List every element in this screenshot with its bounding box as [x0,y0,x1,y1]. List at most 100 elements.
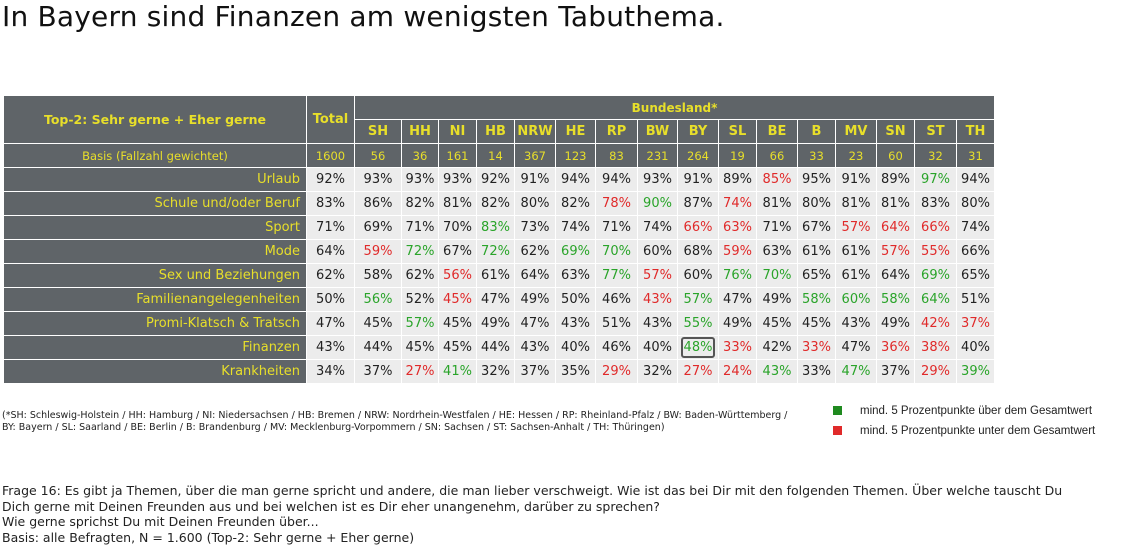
value-cell: 69% [354,215,402,240]
value-label: 32% [481,364,510,379]
total-header: Total [306,95,355,144]
state-header: NI [438,119,477,144]
value-label: 74% [723,196,752,211]
value-cell: 63% [718,215,757,240]
value-cell: 45% [756,311,798,336]
value-label: 45% [762,316,792,331]
value-cell: 70% [595,239,638,264]
value-label: 58% [802,292,831,307]
total-value: 47% [306,311,355,336]
row-label: Krankheiten [3,359,307,384]
value-cell: 38% [914,335,957,360]
value-cell: 82% [401,191,439,216]
value-cell: 37% [354,359,402,384]
value-cell: 37% [956,311,995,336]
table-row: Urlaub 92% 93% 93% 93% 92% 91% 94% 94% 93% 91% 89% 8… [3,167,995,192]
value-label: 43% [762,364,792,379]
value-cell: 51% [956,287,995,312]
value-cell: 45% [354,311,402,336]
total-value: 43% [306,335,355,360]
value-cell: 93% [401,167,439,192]
value-label: 93% [443,172,472,187]
value-cell: 66% [914,215,957,240]
value-cell: 46% [595,287,638,312]
value-cell: 43% [514,335,556,360]
value-cell: 83% [914,191,957,216]
value-label: 47% [841,340,871,355]
value-label: 97% [921,172,950,187]
value-cell: 69% [914,263,957,288]
value-cell: 97% [914,167,957,192]
value-cell: 70% [756,263,798,288]
value-cell: 66% [956,239,995,264]
basis-value: 264 [677,143,719,168]
state-header: RP [595,119,638,144]
value-label: 66% [961,244,990,259]
value-cell: 49% [476,311,515,336]
value-cell: 42% [914,311,957,336]
value-cell: 33% [797,335,836,360]
value-cell: 55% [914,239,957,264]
basis-label: Basis (Fallzahl gewichtet) [3,143,307,168]
state-header: B [797,119,836,144]
value-cell: 57% [677,287,719,312]
value-cell: 35% [555,359,596,384]
state-header: HB [476,119,515,144]
value-cell: 37% [514,359,556,384]
value-cell: 72% [476,239,515,264]
value-label: 33% [802,364,831,379]
value-label: 59% [723,244,752,259]
value-label: 46% [602,292,631,307]
value-cell: 57% [876,239,915,264]
value-cell: 74% [956,215,995,240]
value-cell: 71% [756,215,798,240]
value-label: 71% [602,220,631,235]
value-label: 74% [961,220,990,235]
value-cell: 61% [835,263,877,288]
value-cell: 43% [835,311,877,336]
value-cell: 72% [401,239,439,264]
value-cell: 64% [914,287,957,312]
value-label: 43% [643,316,672,331]
value-label: 94% [561,172,590,187]
value-cell: 61% [476,263,515,288]
value-label: 29% [602,364,631,379]
basis-value: 83 [595,143,638,168]
value-label: 68% [683,244,713,259]
value-label: 49% [520,292,550,307]
value-cell: 58% [876,287,915,312]
value-label: 46% [602,340,631,355]
value-label: 70% [602,244,631,259]
state-header: SN [876,119,915,144]
value-label: 51% [602,316,631,331]
value-cell: 52% [401,287,439,312]
value-cell: 81% [438,191,477,216]
value-cell: 64% [876,215,915,240]
value-cell: 29% [914,359,957,384]
value-label: 80% [520,196,550,211]
value-cell: 51% [595,311,638,336]
value-cell: 86% [354,191,402,216]
value-cell: 81% [835,191,877,216]
value-label: 67% [802,220,831,235]
value-label: 74% [643,220,672,235]
state-header: SL [718,119,757,144]
value-cell: 92% [476,167,515,192]
value-label: 67% [443,244,472,259]
value-label: 24% [723,364,752,379]
value-cell: 74% [555,215,596,240]
state-header: MV [835,119,877,144]
value-cell: 94% [595,167,638,192]
value-cell: 27% [401,359,439,384]
value-label: 56% [443,268,472,283]
value-cell: 40% [555,335,596,360]
value-label: 57% [405,316,435,331]
value-cell: 81% [756,191,798,216]
value-label: 52% [405,292,435,307]
value-label: 61% [841,268,871,283]
value-cell: 57% [401,311,439,336]
value-cell: 76% [718,263,757,288]
value-label: 63% [561,268,590,283]
value-cell: 78% [595,191,638,216]
state-header: BE [756,119,798,144]
